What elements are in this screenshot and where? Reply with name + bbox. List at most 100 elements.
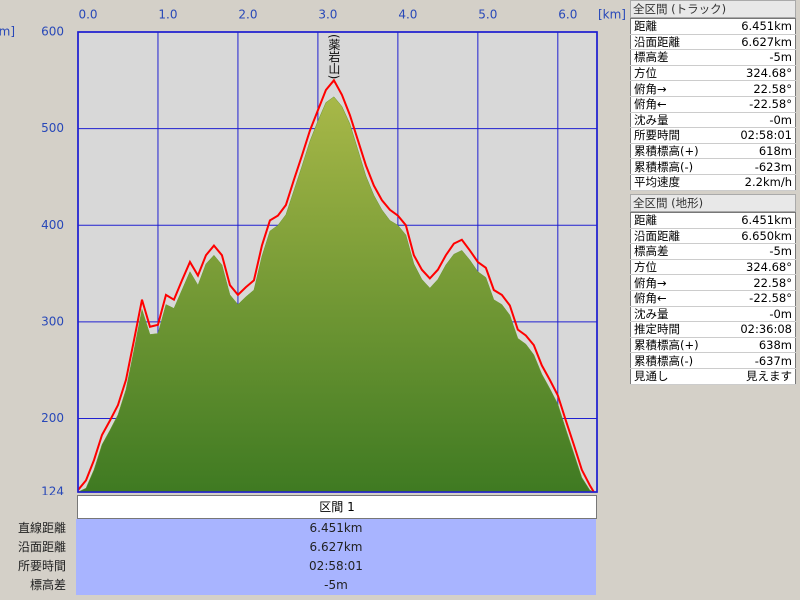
row-label: 標高差 — [29, 578, 66, 592]
panel-row: 見通し 見えます — [630, 368, 796, 385]
row-value: -0m — [721, 306, 796, 323]
section-table: 区間 1 直線距離 6.451km 沿面距離 6.627km 所要時間 02:58:01 標… — [0, 495, 625, 595]
row-label: 俯角← — [630, 290, 722, 307]
row-label: 俯角→ — [630, 274, 722, 291]
row-value: 324.68° — [721, 259, 796, 276]
row-label: 沈み量 — [630, 112, 722, 129]
panel-title: 全区間 (地形) — [630, 194, 796, 212]
panel-row: 方位 324.68° — [630, 259, 796, 276]
panel-row: 方位 324.68° — [630, 65, 796, 82]
panel-title: 全区間 (トラック) — [630, 0, 796, 18]
panel-row: 俯角← -22.58° — [630, 96, 796, 113]
panel-row: 沿面距離 6.627km — [630, 34, 796, 51]
row-label: 標高差 — [630, 49, 722, 66]
x-tick-label: 0.0 — [78, 8, 97, 22]
panel-row: 累積標高(-) -623m — [630, 158, 796, 175]
panel-row: 沈み量 -0m — [630, 306, 796, 323]
row-label: 所要時間 — [630, 127, 722, 144]
row-label: 累積標高(+) — [630, 143, 722, 160]
row-value: 638m — [721, 337, 796, 354]
y-tick-label: 300 — [41, 314, 64, 328]
panel-table: 距離 6.451km 沿面距離 6.650km 標高差 -5m 方位 324.68° 俯角→ 22… — [630, 212, 796, 385]
row-label: 推定時間 — [630, 321, 722, 338]
row-label: 累積標高(+) — [630, 337, 722, 354]
section-row: 沿面距離 6.627km — [0, 538, 625, 557]
panel-row: 俯角→ 22.58° — [630, 274, 796, 291]
row-label: 累積標高(-) — [630, 158, 722, 175]
panel-row: 標高差 -5m — [630, 49, 796, 66]
row-label: 沈み量 — [630, 306, 722, 323]
row-label: 距離 — [630, 212, 722, 229]
row-label: 沿面距離 — [630, 34, 722, 51]
row-label: 平均速度 — [630, 174, 722, 191]
x-tick-label: 1.0 — [158, 8, 177, 22]
row-label: 沿面距離 — [630, 228, 722, 245]
peak-label: (薬岩山) — [326, 34, 341, 80]
row-label: 標高差 — [630, 243, 722, 260]
row-value: 6.627km — [721, 34, 796, 51]
row-value: 02:36:08 — [721, 321, 796, 338]
x-axis-label: [km] — [598, 8, 625, 22]
row-value: -22.58° — [721, 96, 796, 113]
y-tick-label: 400 — [41, 218, 64, 232]
row-value: 2.2km/h — [721, 174, 796, 191]
row-value: 324.68° — [721, 65, 796, 82]
x-tick-label: 3.0 — [318, 8, 337, 22]
panel-row: 累積標高(-) -637m — [630, 352, 796, 369]
section-row: 所要時間 02:58:01 — [0, 557, 625, 576]
row-value: 6.451km — [721, 212, 796, 229]
section-title: 区間 1 — [77, 495, 597, 519]
row-label: 距離 — [630, 18, 722, 35]
panel-row: 推定時間 02:36:08 — [630, 321, 796, 338]
chart: 0.0 1.0 2.0 3.0 4.0 5.0 6.0 [km] [m] 124 200 300 400… — [0, 8, 625, 496]
row-value: 6.451km — [721, 18, 796, 35]
panel-row: 所要時間 02:58:01 — [630, 127, 796, 144]
x-tick-label: 4.0 — [398, 8, 417, 22]
plot-border — [77, 31, 598, 493]
row-value: 6.627km — [76, 538, 596, 557]
row-value: 02:58:01 — [721, 127, 796, 144]
track-line — [77, 78, 595, 493]
row-label: 見通し — [630, 368, 722, 385]
panel-row: 俯角← -22.58° — [630, 290, 796, 307]
row-label: 所要時間 — [17, 559, 66, 573]
panel-row: 標高差 -5m — [630, 243, 796, 260]
panel-row: 累積標高(+) 618m — [630, 143, 796, 160]
y-axis-label: [m] — [0, 25, 15, 39]
row-value: -5m — [721, 243, 796, 260]
row-value: 6.451km — [76, 519, 596, 538]
panel-row: 俯角→ 22.58° — [630, 80, 796, 97]
row-value: 6.650km — [721, 228, 796, 245]
y-tick-label: 600 — [41, 25, 64, 39]
row-label: 方位 — [630, 65, 722, 82]
row-label: 俯角→ — [630, 80, 722, 97]
panel-row: 平均速度 2.2km/h — [630, 174, 796, 191]
panel-row: 距離 6.451km — [630, 212, 796, 229]
section-row: 直線距離 6.451km — [0, 519, 625, 538]
x-tick-label: 5.0 — [478, 8, 497, 22]
panel-row: 沈み量 -0m — [630, 112, 796, 129]
y-tick-label: 200 — [41, 411, 64, 425]
row-value: 618m — [721, 143, 796, 160]
y-tick-label: 124 — [41, 485, 64, 496]
row-label: 沿面距離 — [17, 540, 66, 554]
panel-table: 距離 6.451km 沿面距離 6.627km 標高差 -5m 方位 324.68° 俯角→ 22… — [630, 18, 796, 191]
section-row: 標高差 -5m — [0, 576, 625, 595]
row-value: 見えます — [721, 368, 796, 385]
panel-row: 距離 6.451km — [630, 18, 796, 35]
row-value: -623m — [721, 158, 796, 175]
row-value: -637m — [721, 352, 796, 369]
row-value: 22.58° — [721, 274, 796, 291]
terrain-panel: 全区間 (地形) 距離 6.451km 沿面距離 6.650km 標高差 -5m 方位 324.… — [630, 194, 796, 385]
row-label: 俯角← — [630, 96, 722, 113]
row-value: -0m — [721, 112, 796, 129]
row-value: 22.58° — [721, 80, 796, 97]
y-tick-label: 500 — [41, 121, 64, 135]
terrain-area — [77, 96, 594, 493]
row-label: 累積標高(-) — [630, 352, 722, 369]
row-label: 直線距離 — [17, 521, 66, 535]
row-value: -22.58° — [721, 290, 796, 307]
panel-row: 累積標高(+) 638m — [630, 337, 796, 354]
x-tick-label: 2.0 — [238, 8, 257, 22]
